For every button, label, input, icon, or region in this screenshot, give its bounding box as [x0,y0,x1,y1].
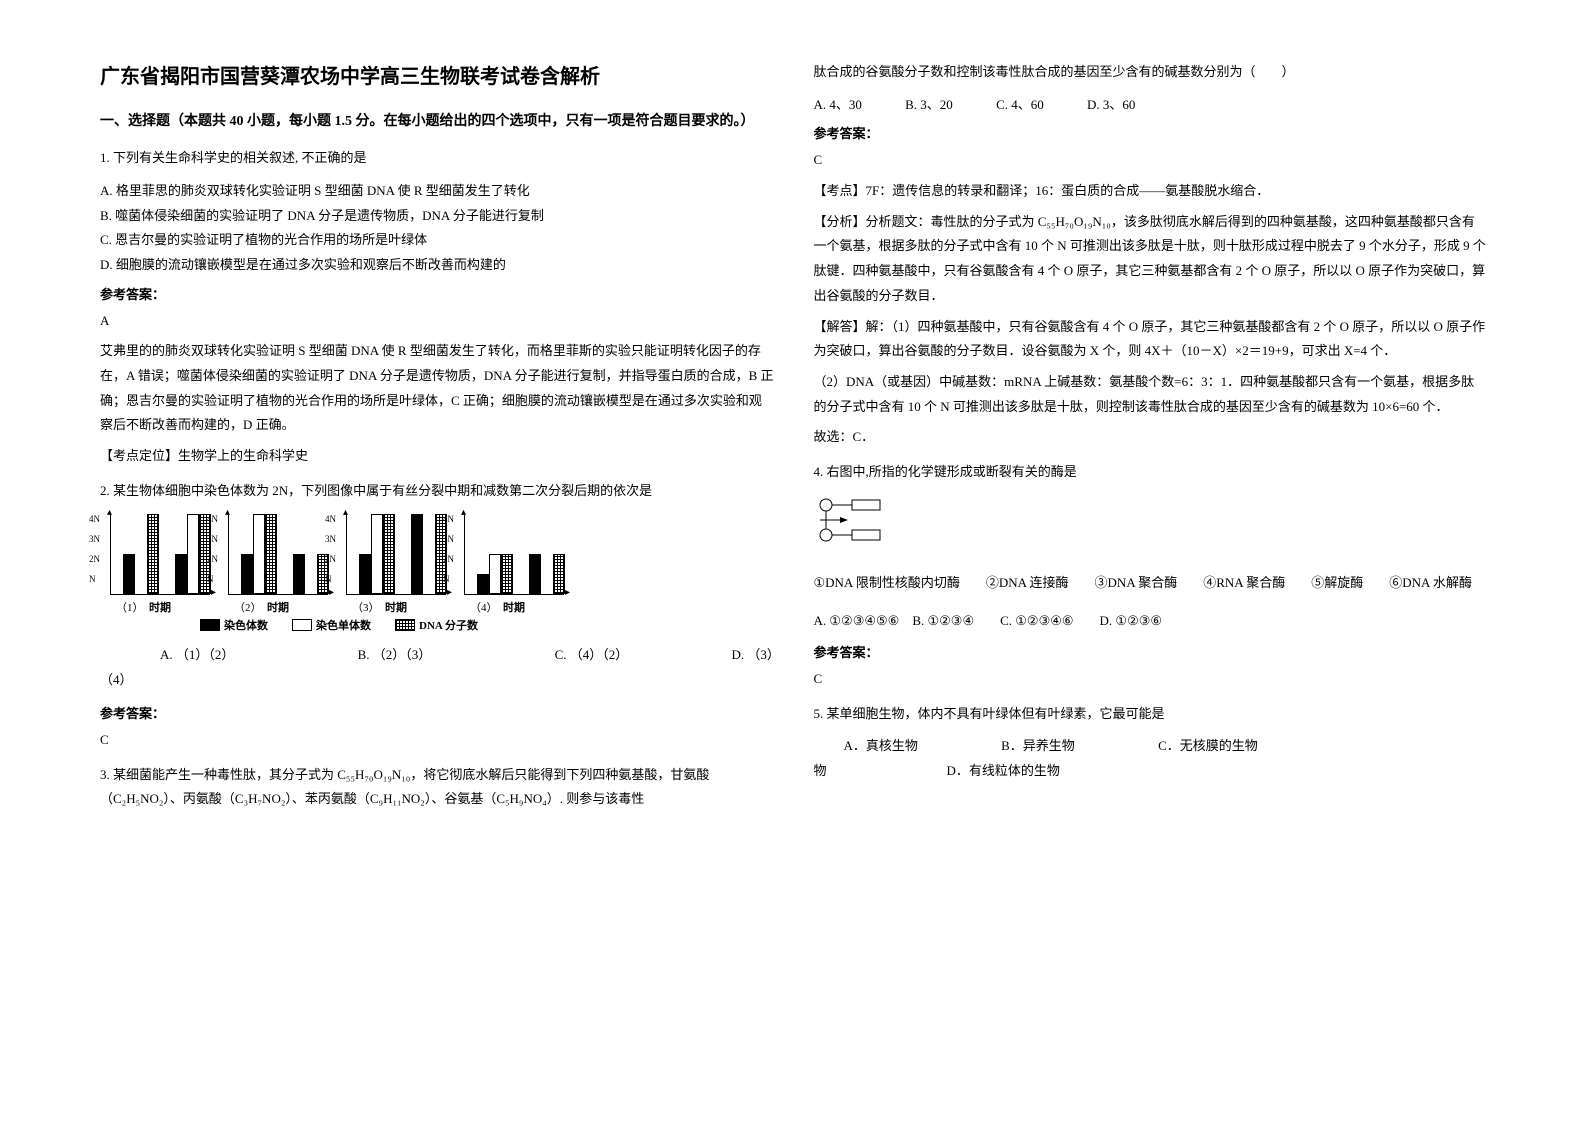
q3-p2: 【分析】分析题文：毒性肽的分子式为 C₅₅H₇₀O₁₉N₁₀，该多肽彻底水解后得… [814,210,1488,309]
q1-opt-a: A. 格里菲思的肺炎双球转化实验证明 S 型细菌 DNA 使 R 型细菌发生了转… [100,179,774,204]
q4-answer-label: 参考答案： [814,642,1488,661]
q3-opt-b: B. 3、20 [905,97,953,112]
q2-stem: 2. 某生物体细胞中染色体数为 2N，下列图像中属于有丝分裂中期和减数第二次分裂… [100,479,774,504]
q5-options: A．真核生物 B．异养生物 C．无核膜的生物 物D．有线粒体的生物 [814,734,1488,783]
legend-solid-label: 染色体数 [224,617,268,633]
q3-p3: 【解答】解：（1）四种氨基酸中，只有谷氨酸含有 4 个 O 原子，其它三种氨基酸… [814,315,1488,364]
legend-hatch: DNA 分子数 [395,617,478,633]
q5-opt-b: B．异养生物 [1001,738,1075,753]
q1-opt-d: D. 细胞膜的流动镶嵌模型是在通过多次实验和观察后不断改善而构建的 [100,253,774,278]
q1-explanation: 艾弗里的的肺炎双球转化实验证明 S 型细菌 DNA 使 R 型细菌发生了转化，而… [100,339,774,438]
q3-opt-c: C. 4、60 [996,97,1044,112]
q3-answer-label: 参考答案： [814,123,1488,142]
q2-answer: C [100,728,774,753]
q3-stem: 3. 某细菌能产生一种毒性肽，其分子式为 C₅₅H₇₀O₁₉N₁₀，将它彻底水解… [100,763,774,812]
chart-panel-1: 4N3N2NN▸▴（1） 时期 [110,515,210,595]
q1-answer: A [100,309,774,334]
q1-answer-label: 参考答案： [100,284,774,303]
q4-enzyme-list: ①DNA 限制性核酸内切酶 ②DNA 连接酶 ③DNA 聚合酶 ④RNA 聚合酶… [814,571,1488,596]
chart-panel-3: 4N3N2NN▸▴（3） 时期 [346,515,446,595]
legend-solid: 染色体数 [200,617,268,633]
q5-opt-a: A．真核生物 [844,738,918,753]
q2-opt-a: A. （1）（2） [160,647,234,662]
q5-opt-d: D．有线粒体的生物 [947,763,1060,778]
q1-opt-b: B. 噬菌体侵染细菌的实验证明了 DNA 分子是遗传物质，DNA 分子能进行复制 [100,204,774,229]
q2-opt-b: B. （2）（3） [358,647,432,662]
q3-p1: 【考点】7F：遗传信息的转录和翻译；16：蛋白质的合成——氨基酸脱水缩合． [814,179,1488,204]
q3-opt-d: D. 3、60 [1087,97,1135,112]
chart-panel-2: 4N3N2NN▸▴（2） 时期 [228,515,328,595]
q5-stem: 5. 某单细胞生物，体内不具有叶绿体但有叶绿素，它最可能是 [814,702,1488,727]
left-column: 广东省揭阳市国营葵潭农场中学高三生物联考试卷含解析 一、选择题（本题共 40 小… [80,60,794,1062]
chart-panel-4: 4N3N2NN▸▴（4） 时期 [464,515,564,595]
q3-p5: 故选：C． [814,425,1488,450]
section-1-heading: 一、选择题（本题共 40 小题，每小题 1.5 分。在每小题给出的四个选项中，只… [100,109,774,134]
q4-stem: 4. 右图中,所指的化学键形成或断裂有关的酶是 [814,460,1488,485]
q3-options: A. 4、30 B. 3、20 C. 4、60 D. 3、60 [814,93,1488,118]
q2-options: A. （1）（2） B. （2）（3） C. （4）（2） D. （3）（4） [100,643,774,692]
q1-category: 【考点定位】生物学上的生命科学史 [100,444,774,469]
right-column: 肽合成的谷氨酸分子数和控制该毒性肽合成的基因至少含有的碱基数分别为（ ） A. … [794,60,1508,1062]
q3-p4: （2）DNA（或基因）中碱基数：mRNA 上碱基数：氨基酸个数=6：3：1．四种… [814,370,1488,419]
q3-answer: C [814,148,1488,173]
legend-white-label: 染色单体数 [316,617,371,633]
q1-opt-c: C. 恩吉尔曼的实验证明了植物的光合作用的场所是叶绿体 [100,228,774,253]
q4-diagram [814,493,894,563]
q2-opt-c: C. （4）（2） [555,647,629,662]
q3-continuation: 肽合成的谷氨酸分子数和控制该毒性肽合成的基因至少含有的碱基数分别为（ ） [814,60,1488,85]
q4-options: A. ①②③④⑤⑥ B. ①②③④ C. ①②③④⑥ D. ①②③⑥ [814,609,1488,634]
q4-answer: C [814,667,1488,692]
q5-opt-c: C．无核膜的生物 [1158,738,1258,753]
q2-legend: 染色体数 染色单体数 DNA 分子数 [200,617,774,633]
q2-charts: 4N3N2NN▸▴（1） 时期4N3N2NN▸▴（2） 时期4N3N2NN▸▴（… [110,515,774,595]
q1-stem: 1. 下列有关生命科学史的相关叙述, 不正确的是 [100,146,774,171]
q2-answer-label: 参考答案： [100,703,774,722]
document-title: 广东省揭阳市国营葵潭农场中学高三生物联考试卷含解析 [100,60,774,89]
legend-hatch-label: DNA 分子数 [419,617,478,633]
legend-white: 染色单体数 [292,617,371,633]
q3-opt-a: A. 4、30 [814,97,862,112]
